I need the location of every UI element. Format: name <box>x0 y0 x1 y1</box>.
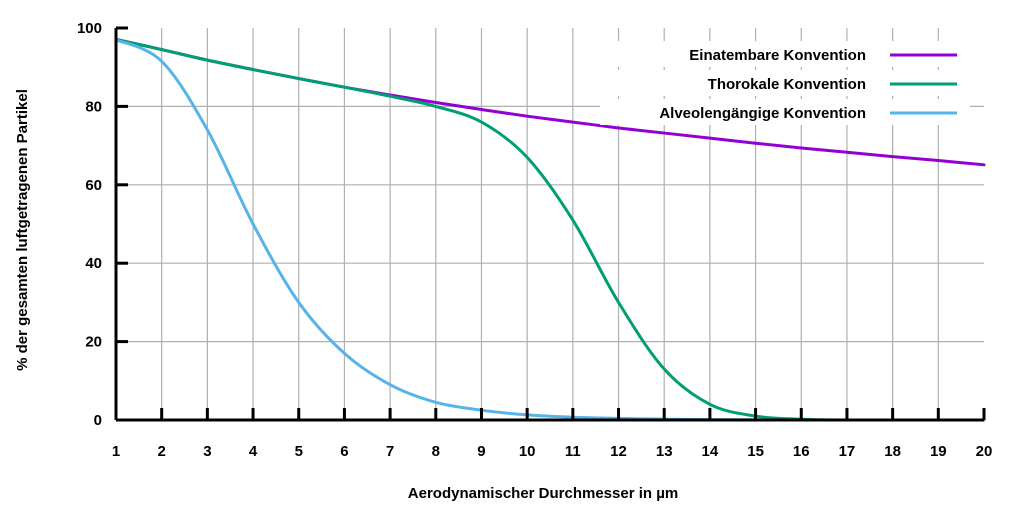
y-tick-label: 40 <box>85 255 102 272</box>
y-tick-labels: 0 20 40 60 80 100 <box>77 20 102 429</box>
x-axis-title: Aerodynamischer Durchmesser in µm <box>408 485 678 502</box>
x-tick-label: 2 <box>158 443 166 460</box>
series-lines <box>114 37 986 422</box>
x-tick-label: 10 <box>519 443 536 460</box>
y-tick-label: 0 <box>94 412 102 429</box>
y-axis-title: % der gesamten luftgetragenen Partikel <box>14 89 31 371</box>
x-tick-label: 18 <box>884 443 901 460</box>
x-tick-label: 17 <box>839 443 856 460</box>
y-tick-label: 80 <box>85 98 102 115</box>
x-tick-label: 7 <box>386 443 394 460</box>
x-tick-labels: 1 2 3 4 5 6 7 8 9 10 11 12 13 14 15 16 17 18 19 20 <box>112 443 993 460</box>
y-tick-label: 60 <box>85 177 102 194</box>
legend-label-2: Thorokale Konvention <box>708 76 866 93</box>
x-tick-label: 14 <box>702 443 719 460</box>
x-tick-label: 5 <box>295 443 303 460</box>
y-tick-label: 100 <box>77 20 102 37</box>
x-tick-label: 19 <box>930 443 947 460</box>
x-tick-label: 6 <box>340 443 348 460</box>
x-tick-label: 8 <box>432 443 440 460</box>
x-tick-label: 16 <box>793 443 810 460</box>
x-tick-label: 11 <box>565 443 581 460</box>
x-tick-label: 4 <box>249 443 258 460</box>
series-line-3 <box>114 38 986 422</box>
x-tick-label: 3 <box>203 443 211 460</box>
x-tick-label: 20 <box>976 443 993 460</box>
x-tick-label: 13 <box>656 443 673 460</box>
x-tick-label: 9 <box>477 443 485 460</box>
legend: Einatembare Konvention Thorokale Konventi… <box>600 41 970 125</box>
x-tick-label: 1 <box>112 443 120 460</box>
x-tick-label: 15 <box>747 443 764 460</box>
y-tick-label: 20 <box>85 334 102 351</box>
x-tick-label: 12 <box>610 443 627 460</box>
legend-label-1: Einatembare Konvention <box>689 47 866 64</box>
legend-label-3: Alveolengängige Konvention <box>659 105 866 122</box>
axes <box>114 26 986 422</box>
series-line-2 <box>114 37 986 422</box>
